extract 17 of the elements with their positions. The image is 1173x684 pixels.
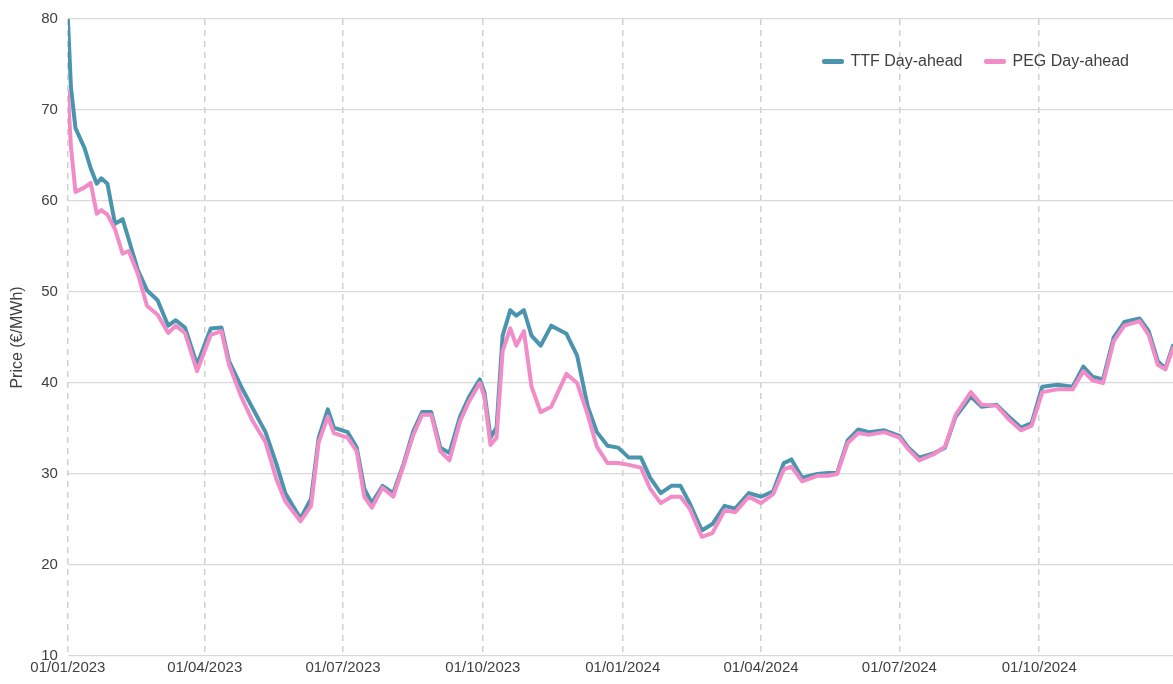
y-tick-label: 50 [41, 282, 58, 300]
x-tick-label: 01/04/2024 [723, 658, 799, 676]
x-tick-label: 01/01/2024 [585, 658, 661, 676]
x-tick-label: 01/10/2024 [1001, 658, 1077, 676]
x-tick-label: 01/04/2023 [167, 658, 243, 676]
x-tick-label: 01/10/2023 [445, 658, 521, 676]
legend-label: TTF Day-ahead [850, 52, 963, 70]
legend-label: PEG Day-ahead [1012, 52, 1129, 70]
y-tick-label: 30 [41, 464, 58, 482]
y-tick-label: 40 [41, 373, 58, 391]
x-tick-label: 01/07/2024 [861, 658, 937, 676]
y-axis-title: Price (€/MWh) [8, 286, 26, 389]
y-tick-label: 80 [41, 9, 58, 27]
y-tick-label: 60 [41, 191, 58, 209]
y-tick-label: 20 [41, 555, 58, 573]
x-tick-label: 01/07/2023 [305, 658, 381, 676]
y-tick-label: 70 [41, 100, 58, 118]
